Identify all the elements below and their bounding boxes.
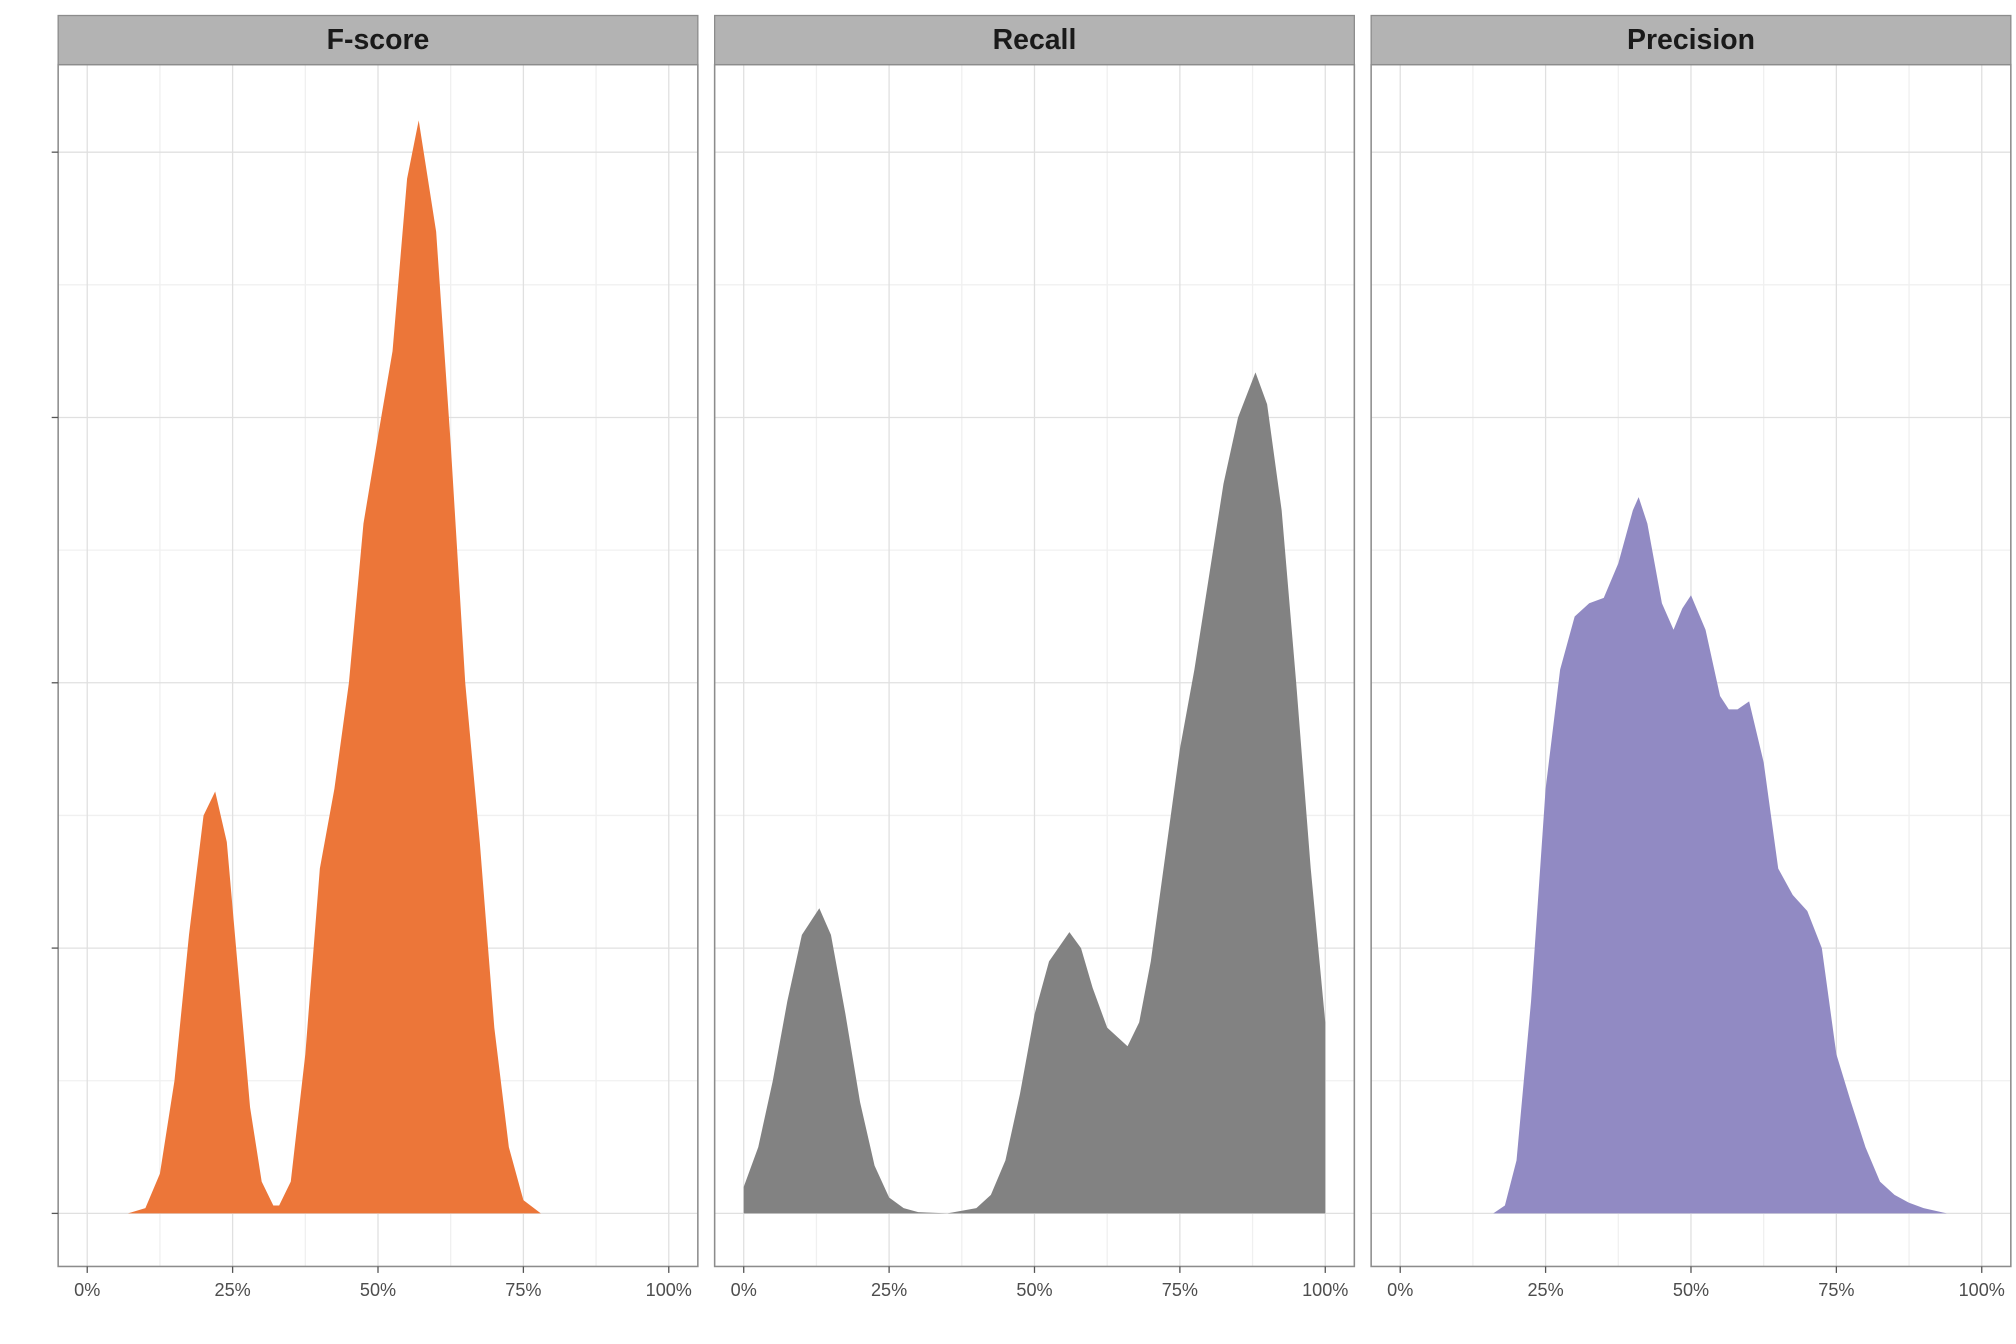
x-tick-label: 0% xyxy=(1387,1280,1413,1300)
x-tick-label: 0% xyxy=(74,1280,100,1300)
x-tick-label: 100% xyxy=(1959,1280,2005,1300)
facet-title: Precision xyxy=(1627,24,1755,56)
x-tick-label: 50% xyxy=(1016,1280,1052,1300)
facet-strip xyxy=(1370,14,2012,66)
x-tick-label: 75% xyxy=(505,1280,541,1300)
density-area xyxy=(743,372,1326,1214)
x-tick-label: 0% xyxy=(731,1280,757,1300)
x-tick-label: 100% xyxy=(1302,1280,1348,1300)
facet-strip xyxy=(714,14,1355,66)
density-area xyxy=(1493,497,1947,1214)
facet-strip xyxy=(57,14,699,66)
facet-title: Recall xyxy=(993,24,1077,56)
x-tick-label: 25% xyxy=(871,1280,907,1300)
density-area xyxy=(127,120,541,1214)
x-tick-label: 75% xyxy=(1162,1280,1198,1300)
facet-title: F-score xyxy=(327,24,430,56)
x-tick-label: 50% xyxy=(1673,1280,1709,1300)
x-tick-label: 25% xyxy=(1528,1280,1564,1300)
x-tick-label: 100% xyxy=(646,1280,692,1300)
x-tick-label: 25% xyxy=(215,1280,251,1300)
x-tick-label: 75% xyxy=(1818,1280,1854,1300)
x-tick-label: 50% xyxy=(360,1280,396,1300)
